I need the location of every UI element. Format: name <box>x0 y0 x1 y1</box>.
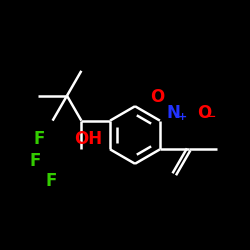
Text: F: F <box>34 130 45 148</box>
Text: OH: OH <box>74 130 103 148</box>
Text: O: O <box>150 88 164 106</box>
Text: +: + <box>178 112 187 122</box>
Text: F: F <box>46 172 57 190</box>
Text: F: F <box>30 152 41 170</box>
Text: −: − <box>203 109 216 124</box>
Text: N: N <box>167 104 181 122</box>
Text: O: O <box>198 104 212 122</box>
